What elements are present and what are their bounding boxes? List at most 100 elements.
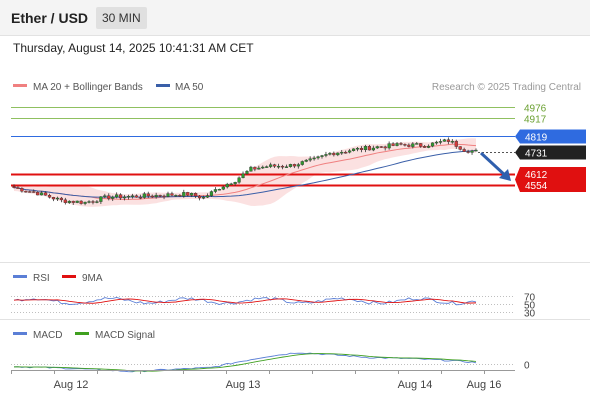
x-tick-label: Aug 13: [226, 379, 261, 391]
rsi-level-label-70: 70: [524, 293, 536, 304]
candle-body: [407, 144, 411, 147]
candle-body: [40, 192, 44, 196]
candle-body: [170, 193, 174, 196]
macd-signal-legend-label: MACD Signal: [95, 330, 155, 341]
moving-averages: [13, 143, 477, 200]
candle-body: [371, 147, 375, 151]
candle-body: [51, 197, 56, 200]
candle-body: [249, 166, 253, 172]
x-tick-label: Aug 12: [54, 379, 89, 391]
candle-body: [182, 192, 186, 197]
candle-body: [158, 194, 162, 197]
candle-body: [261, 166, 265, 169]
rsi-ma-legend-swatch: [62, 275, 76, 278]
candle-body: [150, 195, 154, 198]
candle-body: [138, 197, 142, 199]
candle-body: [438, 141, 443, 143]
candle-body: [320, 155, 324, 157]
candle-body: [288, 164, 293, 167]
candle-body: [336, 152, 340, 156]
candle-body: [280, 165, 285, 168]
candle-body: [47, 195, 52, 198]
candle-body: [351, 148, 356, 151]
candle-body: [379, 146, 383, 148]
support-resistance-levels: [11, 107, 515, 187]
candle-body: [276, 165, 281, 168]
macd-level-label-0: 0: [524, 361, 530, 372]
candle-body: [24, 190, 28, 193]
candle-body: [355, 147, 360, 150]
candle-body: [229, 183, 233, 186]
candle-body: [205, 195, 210, 198]
candle-body: [197, 195, 202, 199]
level-label-4976: 4976: [524, 104, 547, 115]
candle-body: [399, 143, 403, 145]
candle-body: [359, 147, 364, 151]
candle-body: [265, 166, 269, 168]
candle-body: [296, 164, 300, 167]
macd-signal-line: [13, 353, 477, 372]
candle-body: [83, 201, 87, 204]
candle-body: [67, 200, 71, 203]
level-label-4554: 4554: [525, 181, 548, 192]
candle-body: [340, 151, 344, 154]
candle-body: [186, 192, 190, 196]
forecast-arrow-shaft: [479, 151, 509, 179]
ma50-legend-label: MA 50: [175, 82, 204, 93]
ma20-legend-label: MA 20 + Bollinger Bands: [33, 82, 143, 93]
candle-body: [332, 152, 336, 156]
candle-body: [395, 143, 399, 146]
chart-header: Ether / USD 30 MIN: [0, 0, 590, 36]
current-price-label: 4731: [525, 149, 548, 160]
candle-body: [134, 195, 139, 198]
candle-body: [63, 199, 67, 203]
candle-body: [201, 197, 206, 199]
candle-body: [419, 143, 423, 147]
candle-body: [237, 177, 241, 183]
candle-body: [221, 186, 225, 190]
candle-body: [16, 187, 20, 189]
candle-body: [122, 196, 127, 199]
candle-body: [363, 146, 368, 151]
candle-body: [130, 195, 135, 197]
candle-body: [209, 191, 214, 196]
candle-body: [99, 196, 103, 202]
candle-body: [32, 191, 36, 193]
candle-body: [269, 164, 273, 167]
candle-body: [284, 166, 289, 168]
rsi-ma-legend-label: 9MA: [82, 273, 103, 284]
forecast-arrow-head: [499, 169, 511, 181]
candle-body: [454, 141, 458, 147]
candle-body: [178, 194, 182, 197]
rsi-ma-line: [13, 298, 477, 304]
candle-body: [446, 139, 450, 142]
candle-body: [146, 193, 150, 197]
candle-body: [450, 141, 454, 143]
candle-body: [95, 201, 99, 203]
level-label-4819: 4819: [525, 133, 548, 144]
candle-body: [304, 159, 308, 162]
candle-body: [194, 193, 198, 197]
candle-body: [111, 196, 115, 199]
candle-body: [403, 144, 407, 146]
candle-body: [59, 197, 63, 201]
rsi-level-label-30: 30: [524, 309, 536, 320]
candle-body: [233, 182, 237, 185]
candle-body: [126, 196, 131, 198]
candle-body: [245, 171, 249, 175]
candle-body: [316, 156, 320, 159]
macd-legend-swatch: [13, 332, 27, 335]
candle-body: [442, 139, 447, 142]
candle-body: [257, 167, 261, 170]
candle-body: [75, 200, 79, 203]
rsi-legend-label: RSI: [33, 273, 50, 284]
candle-body: [28, 191, 32, 193]
candle-body: [415, 143, 419, 145]
timeframe-badge[interactable]: 30 MIN: [96, 7, 147, 29]
candle-body: [328, 152, 332, 155]
candle-body: [225, 183, 229, 188]
candle-body: [213, 189, 217, 192]
candle-body: [43, 192, 48, 196]
